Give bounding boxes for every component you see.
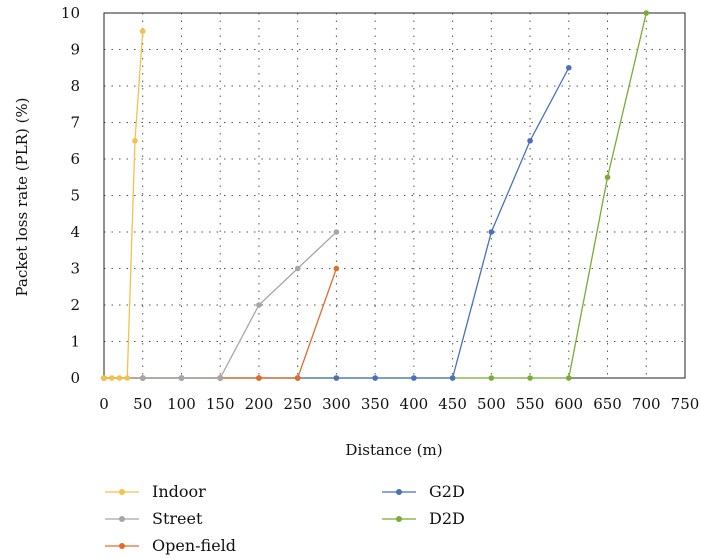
data-point-street (333, 229, 340, 235)
axes (103, 12, 686, 379)
y-tick-label: 1 (70, 333, 80, 351)
plot-frame (103, 12, 686, 379)
legend-swatch-marker (396, 489, 402, 495)
data-point-indoor (139, 28, 146, 35)
x-tick-label: 350 (361, 395, 390, 413)
data-point-g2d (449, 375, 456, 381)
data-point-d2d (488, 375, 495, 381)
y-tick-label: 2 (70, 296, 80, 314)
y-tick-label: 8 (70, 77, 80, 95)
data-point-indoor (124, 375, 131, 381)
y-axis-label: Packet loss rate (PLR) (%) (13, 97, 31, 296)
data-point-d2d (604, 174, 611, 181)
data-point-open-field (256, 375, 262, 381)
data-point-street (256, 302, 262, 308)
data-point-g2d (488, 229, 495, 235)
data-point-d2d (643, 10, 650, 16)
legend-swatch-marker (396, 516, 402, 522)
legend-swatch-marker (119, 516, 125, 522)
series-line-open-field (104, 268, 338, 379)
x-axis-label: Distance (m) (345, 441, 442, 459)
data-point-indoor (108, 375, 115, 381)
legend-label-g2d: G2D (429, 482, 465, 501)
legend: Indoor Street Open-field G2D D2D (105, 482, 465, 555)
x-tick-label: 150 (206, 395, 235, 413)
data-point-street (217, 375, 223, 381)
series-line-indoor (104, 31, 144, 379)
data-point-open-field (294, 375, 301, 381)
series-line-g2d (104, 67, 570, 379)
x-tick-label: 300 (322, 395, 351, 413)
y-tick-label: 0 (70, 369, 80, 387)
grid-lines (104, 12, 686, 378)
x-tick-label: 750 (671, 395, 700, 413)
data-point-indoor (101, 375, 107, 381)
legend-swatch-marker (119, 489, 125, 495)
x-tick-label: 650 (593, 395, 622, 413)
data-point-g2d (333, 375, 340, 381)
x-tick-label: 100 (167, 395, 196, 413)
y-axis-tick-labels: 0 1 2 3 4 5 6 7 8 9 10 (61, 4, 80, 387)
y-tick-label: 7 (70, 114, 80, 132)
y-tick-label: 10 (61, 4, 80, 22)
series-lines (101, 10, 650, 381)
x-tick-label: 200 (245, 395, 274, 413)
data-point-g2d (566, 64, 572, 71)
x-tick-label: 700 (632, 395, 661, 413)
data-point-street (294, 265, 301, 272)
legend-swatch-marker (119, 543, 125, 549)
x-tick-label: 50 (133, 395, 152, 413)
x-tick-label: 600 (554, 395, 583, 413)
x-tick-label: 250 (283, 395, 312, 413)
legend-label-indoor: Indoor (152, 482, 206, 501)
x-tick-label: 500 (477, 395, 506, 413)
legend-label-d2d: D2D (429, 509, 465, 528)
y-tick-label: 5 (70, 187, 80, 205)
data-point-d2d (566, 375, 572, 381)
x-tick-label: 0 (99, 395, 109, 413)
data-point-street (178, 375, 185, 381)
data-point-g2d (527, 137, 533, 144)
data-point-g2d (372, 375, 378, 381)
y-tick-label: 6 (70, 150, 80, 168)
y-tick-label: 4 (70, 223, 80, 241)
data-point-open-field (333, 265, 340, 272)
legend-label-open-field: Open-field (152, 536, 236, 555)
x-tick-label: 550 (516, 395, 545, 413)
data-point-indoor (132, 137, 138, 144)
data-point-d2d (527, 375, 533, 381)
y-tick-label: 3 (70, 260, 80, 278)
data-point-street (139, 375, 146, 381)
legend-label-street: Street (152, 509, 203, 528)
x-tick-label: 450 (438, 395, 467, 413)
data-point-indoor (116, 375, 123, 381)
x-axis-tick-labels: 0 50 100 150 200 250 300 350 400 450 500 550 600 650 7… (99, 395, 699, 413)
y-tick-label: 9 (70, 41, 80, 59)
data-point-g2d (411, 375, 417, 381)
x-tick-label: 400 (400, 395, 429, 413)
